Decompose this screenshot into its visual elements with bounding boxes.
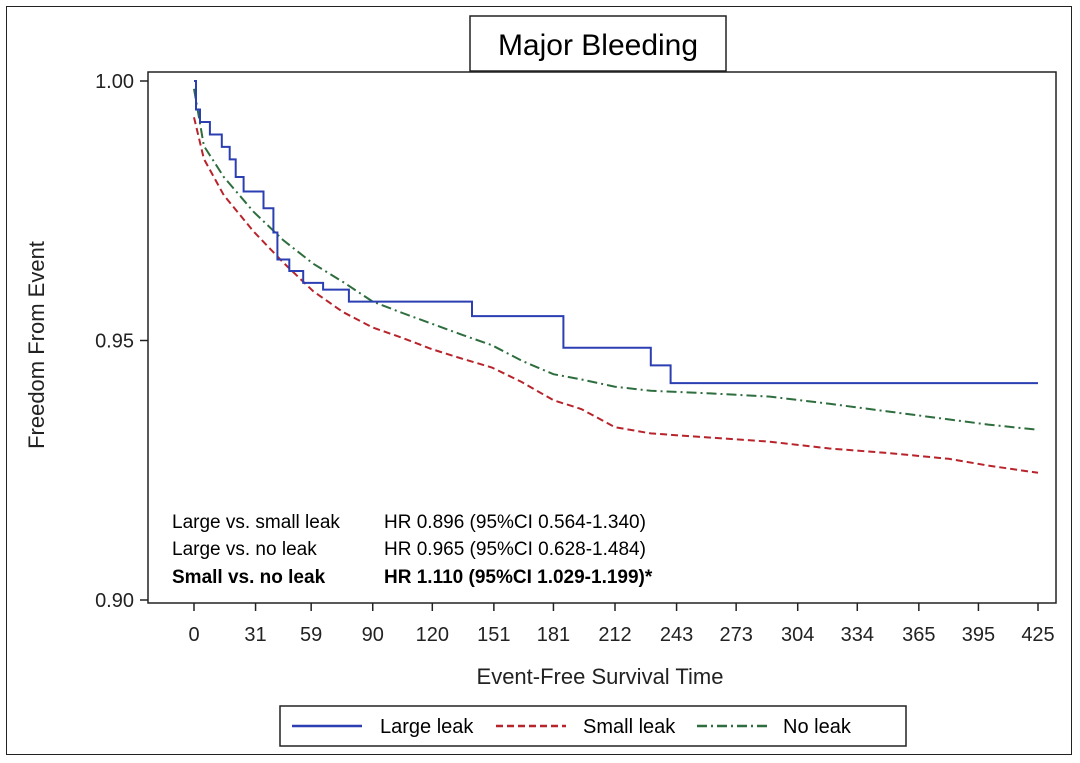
x-tick-label: 59 <box>300 624 322 646</box>
plot-area <box>147 71 1057 604</box>
y-axis: 0.90 0.95 1.00 <box>95 71 148 612</box>
legend-label-small-leak: Small leak <box>583 716 676 738</box>
series-line-small-leak <box>193 117 1039 474</box>
chart-title: Major Bleeding <box>498 29 698 62</box>
x-tick-label: 0 <box>188 624 199 646</box>
y-axis-title: Freedom From Event <box>24 241 49 449</box>
x-axis: 0 31 59 90 120 151 181 212 243 273 304 334 365 395 425 <box>188 603 1055 646</box>
x-axis-title: Event-Free Survival Time <box>477 664 724 689</box>
legend-label-no-leak: No leak <box>783 716 852 738</box>
legend-box <box>279 705 907 747</box>
x-tick-label: 120 <box>416 624 449 646</box>
y-tick-label: 0.95 <box>95 331 134 353</box>
x-tick-label: 304 <box>781 624 814 646</box>
x-tick-label: 212 <box>598 624 631 646</box>
annotation-label: Large vs. small leak <box>172 512 340 533</box>
series-line-no-leak <box>193 88 1039 431</box>
x-tick-label: 365 <box>902 624 935 646</box>
x-tick-label: 273 <box>719 624 752 646</box>
x-tick-label: 425 <box>1021 624 1054 646</box>
annotation-value: HR 0.896 (95%CI 0.564-1.340) <box>384 512 646 533</box>
series-line-large-leak <box>194 80 1038 385</box>
series-layer <box>193 80 1039 474</box>
x-tick-label: 151 <box>477 624 510 646</box>
annotation-label: Large vs. no leak <box>172 539 317 560</box>
legend-label-large-leak: Large leak <box>380 716 474 738</box>
x-tick-label: 243 <box>660 624 693 646</box>
y-tick-label: 0.90 <box>95 590 134 612</box>
annotation-value: HR 0.965 (95%CI 0.628-1.484) <box>384 539 646 560</box>
x-tick-label: 395 <box>962 624 995 646</box>
annotation-value: HR 1.110 (95%CI 1.029-1.199)* <box>384 567 653 588</box>
figure-frame <box>6 6 1072 755</box>
y-tick-label: 1.00 <box>95 71 134 93</box>
legend: Large leak Small leak No leak <box>279 705 907 747</box>
x-tick-label: 181 <box>537 624 570 646</box>
x-tick-label: 334 <box>841 624 874 646</box>
x-tick-label: 90 <box>362 624 384 646</box>
annotation-label: Small vs. no leak <box>172 567 326 588</box>
title-box <box>469 15 727 72</box>
x-tick-label: 31 <box>244 624 266 646</box>
hr-annotations: Large vs. small leak HR 0.896 (95%CI 0.5… <box>172 512 653 588</box>
